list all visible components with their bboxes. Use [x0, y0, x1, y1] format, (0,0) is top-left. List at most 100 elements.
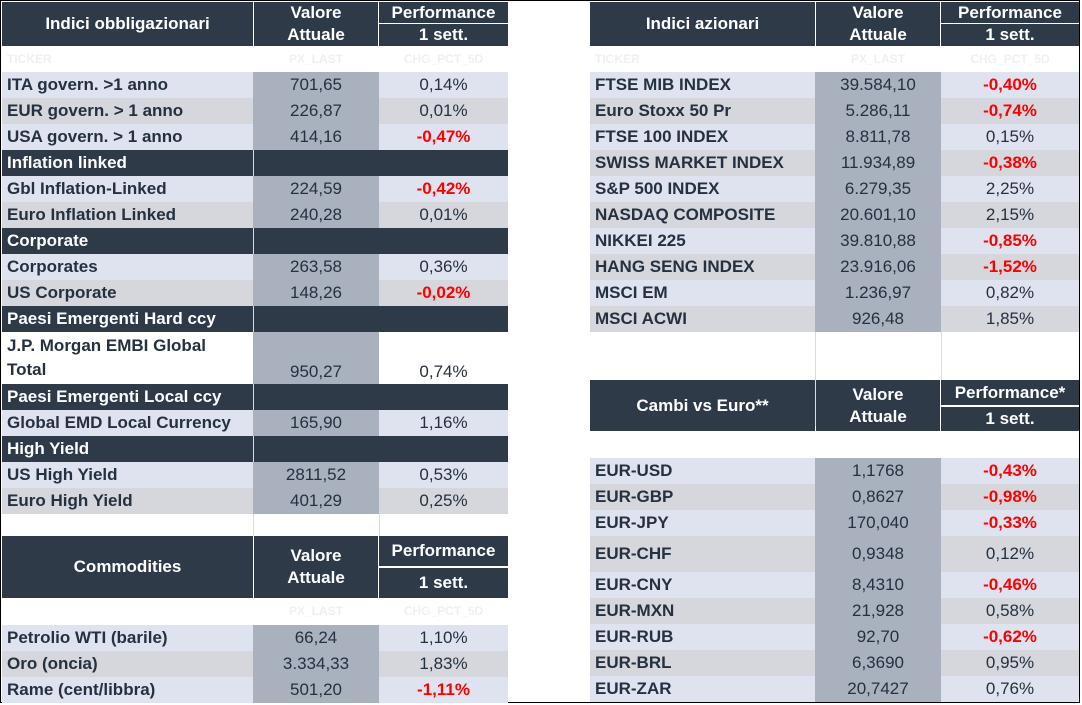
- fx-row-name: EUR-CNY: [590, 572, 815, 598]
- bond-row-name: Corporates: [2, 254, 253, 280]
- fx-row-value: 21,928: [815, 598, 941, 624]
- equity-row-value: 39.810,88: [815, 228, 941, 254]
- bond-ghost-px: PX_LAST: [253, 46, 379, 72]
- bond-section-header: Paesi Emergenti Local ccy: [2, 384, 253, 410]
- fx-row-value: 92,70: [815, 624, 941, 650]
- bond-row-name: Global EMD Local Currency: [2, 410, 253, 436]
- commod-perf-header: Performance: [379, 536, 508, 566]
- equity-row-value: 8.811,78: [815, 124, 941, 150]
- bond-row-perf: 0,74%: [379, 332, 508, 384]
- commod-ghost-px: PX_LAST: [253, 598, 379, 624]
- fx-row-name: EUR-ZAR: [590, 676, 815, 702]
- equity-row-name: NASDAQ COMPOSITE: [590, 202, 815, 228]
- equity-row-perf: 2,25%: [941, 176, 1079, 202]
- equity-ghost-ticker: TICKER: [590, 46, 815, 72]
- fx-row-perf: 0,12%: [941, 536, 1079, 572]
- bond-row-perf: -0,02%: [379, 280, 508, 306]
- bond-row-value: 701,65: [253, 72, 379, 98]
- bond-row-perf: 0,14%: [379, 72, 508, 98]
- equity-row-value: 5.286,11: [815, 98, 941, 124]
- commod-row-value: 66,24: [253, 625, 379, 651]
- fx-row-perf: -0,98%: [941, 484, 1079, 510]
- fx-row-perf: -0,33%: [941, 510, 1079, 536]
- fx-row-value: 0,8627: [815, 484, 941, 510]
- bond-row-name: J.P. Morgan EMBI Global Total: [2, 332, 253, 384]
- equity-row-name: FTSE 100 INDEX: [590, 124, 815, 150]
- bond-row-value: 950,27: [253, 332, 379, 384]
- equity-row-name: SWISS MARKET INDEX: [590, 150, 815, 176]
- bond-row-value: 224,59: [253, 176, 379, 202]
- equity-spacer-value: [815, 332, 941, 380]
- equity-row-perf: -0,40%: [941, 72, 1079, 98]
- equity-row-value: 926,48: [815, 306, 941, 332]
- commod-ghost-chg: CHG_PCT_5D: [379, 598, 508, 624]
- equity-row-perf: 0,82%: [941, 280, 1079, 306]
- bond-section-header: High Yield: [2, 436, 253, 462]
- fx-row-name: EUR-GBP: [590, 484, 815, 510]
- commod-row-perf: -1,11%: [379, 677, 508, 703]
- bond-row-perf: 1,16%: [379, 410, 508, 436]
- bond-row-value: 263,58: [253, 254, 379, 280]
- bond-row-value: 148,26: [253, 280, 379, 306]
- equity-row-name: FTSE MIB INDEX: [590, 72, 815, 98]
- bond-row-name: ITA govern. >1 anno: [2, 72, 253, 98]
- commod-row-name: Petrolio WTI (barile): [2, 625, 253, 651]
- fx-row-value: 8,4310: [815, 572, 941, 598]
- fx-row-perf: -0,46%: [941, 572, 1079, 598]
- bond-row-perf: 0,53%: [379, 462, 508, 488]
- bond-title: Indici obbligazionari: [2, 2, 253, 46]
- fx-row-name: EUR-RUB: [590, 624, 815, 650]
- equity-ghost-chg: CHG_PCT_5D: [941, 46, 1079, 72]
- equity-title: Indici azionari: [590, 2, 815, 46]
- bond-section-header: Corporate: [2, 228, 253, 254]
- equity-row-name: NIKKEI 225: [590, 228, 815, 254]
- commod-row-perf: 1,83%: [379, 651, 508, 677]
- bond-row-value: 2811,52: [253, 462, 379, 488]
- equity-row-name: S&P 500 INDEX: [590, 176, 815, 202]
- equity-row-perf: -0,85%: [941, 228, 1079, 254]
- equity-row-perf: -0,38%: [941, 150, 1079, 176]
- commod-value-header: Valore Attuale: [254, 536, 378, 598]
- fx-row-value: 0,9348: [815, 536, 941, 572]
- fx-row-value: 6,3690: [815, 650, 941, 676]
- bond-perf-header: Performance: [379, 2, 508, 23]
- equity-row-perf: -1,52%: [941, 254, 1079, 280]
- bond-row-name: Euro High Yield: [2, 488, 253, 514]
- commod-perf-sub: 1 sett.: [379, 568, 508, 598]
- fx-row-name: EUR-JPY: [590, 510, 815, 536]
- fx-row-name: EUR-USD: [590, 458, 815, 484]
- bond-row-name: US Corporate: [2, 280, 253, 306]
- commod-row-name: Rame (cent/libbra): [2, 677, 253, 703]
- equity-row-value: 23.916,06: [815, 254, 941, 280]
- bond-row-name: USA govern. > 1 anno: [2, 124, 253, 150]
- bond-perf-sub: 1 sett.: [379, 24, 508, 46]
- bond-row-value: 401,29: [253, 488, 379, 514]
- equity-row-perf: 2,15%: [941, 202, 1079, 228]
- bond-row-name: US High Yield: [2, 462, 253, 488]
- fx-spacer-value: [815, 431, 941, 458]
- bond-section-header: Paesi Emergenti Hard ccy: [2, 306, 253, 332]
- fx-title: Cambi vs Euro**: [590, 380, 815, 431]
- fx-row-value: 170,040: [815, 510, 941, 536]
- equity-row-perf: 0,15%: [941, 124, 1079, 150]
- equity-row-perf: 1,85%: [941, 306, 1079, 332]
- commod-row-value: 3.334,33: [253, 651, 379, 677]
- bond-row-value: 226,87: [253, 98, 379, 124]
- bond-row-perf: 0,01%: [379, 98, 508, 124]
- commod-row-value: 501,20: [253, 677, 379, 703]
- equity-row-value: 1.236,97: [815, 280, 941, 306]
- bond-row-name: EUR govern. > 1 anno: [2, 98, 253, 124]
- bond-ghost-ticker: TICKER: [2, 46, 253, 72]
- equity-row-name: MSCI ACWI: [590, 306, 815, 332]
- equity-row-value: 6.279,35: [815, 176, 941, 202]
- equity-row-perf: -0,74%: [941, 98, 1079, 124]
- bond-section-band: [254, 150, 508, 176]
- fx-row-perf: -0,43%: [941, 458, 1079, 484]
- bond-section-header: Inflation linked: [2, 150, 253, 176]
- bond-section-band: [254, 306, 508, 332]
- fx-row-name: EUR-BRL: [590, 650, 815, 676]
- bond-row-perf: 0,25%: [379, 488, 508, 514]
- fx-value-header: Valore Attuale: [816, 380, 940, 431]
- bond-row-perf: 0,36%: [379, 254, 508, 280]
- equity-perf-header: Performance: [941, 2, 1079, 23]
